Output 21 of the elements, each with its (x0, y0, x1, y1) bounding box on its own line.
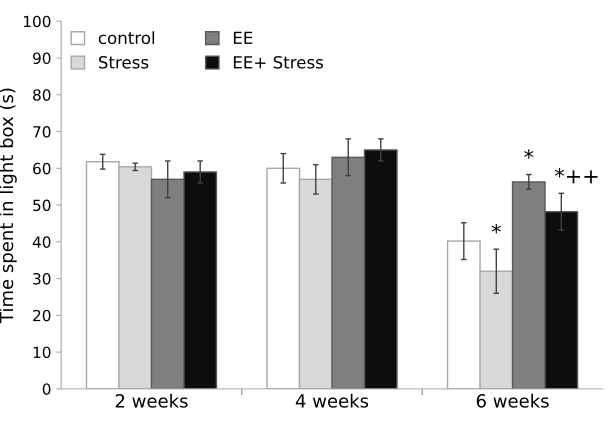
y-tick-label: 80 (33, 89, 50, 101)
legend-label: EE+ Stress (234, 56, 324, 69)
y-tick-label: 0 (42, 383, 50, 395)
y-tick-label: 90 (33, 52, 50, 64)
data-label: * (492, 224, 501, 234)
y-tick-label: 10 (34, 346, 50, 358)
legend-label: Stress (98, 56, 148, 69)
legend-label: control (98, 31, 154, 44)
y-tick-label: 60 (33, 162, 50, 174)
legend-label: EE (234, 32, 252, 44)
y-tick-label: 70 (33, 126, 50, 138)
y-tick-label: 50 (33, 200, 50, 212)
y-tick-label: 100 (24, 16, 50, 28)
y-tick-label: 40 (32, 236, 50, 248)
y-tick-label: 20 (33, 310, 50, 322)
x-tick-label: 4 weeks (296, 394, 368, 408)
y-tick-label: 30 (33, 273, 50, 285)
x-tick-label: 6 weeks (476, 394, 549, 408)
data-label: *++ (554, 168, 598, 184)
data-label: * (524, 149, 534, 159)
x-tick-label: 2 weeks (116, 394, 188, 408)
